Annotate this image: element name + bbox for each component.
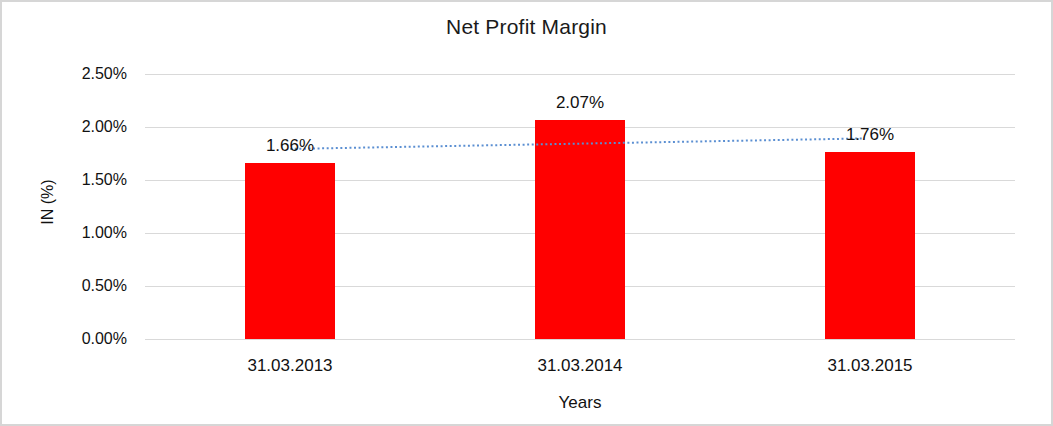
bar-value-label: 2.07% <box>520 94 640 112</box>
x-category-label: 31.03.2014 <box>435 356 725 376</box>
bar-value-label: 1.76% <box>810 126 930 144</box>
label-layer: 1.66% 31.03.2013 2.07% 31.03.2014 1.76% 31.03… <box>2 2 1051 424</box>
x-category-label: 31.03.2013 <box>145 356 435 376</box>
y-axis-title: IN (%) <box>39 179 57 224</box>
x-axis-title: Years <box>145 393 1015 413</box>
chart-frame: Net Profit Margin 0.00%0.50%1.00%1.50%2.… <box>0 0 1053 426</box>
x-category-label: 31.03.2015 <box>725 356 1015 376</box>
bar-value-label: 1.66% <box>230 137 350 155</box>
